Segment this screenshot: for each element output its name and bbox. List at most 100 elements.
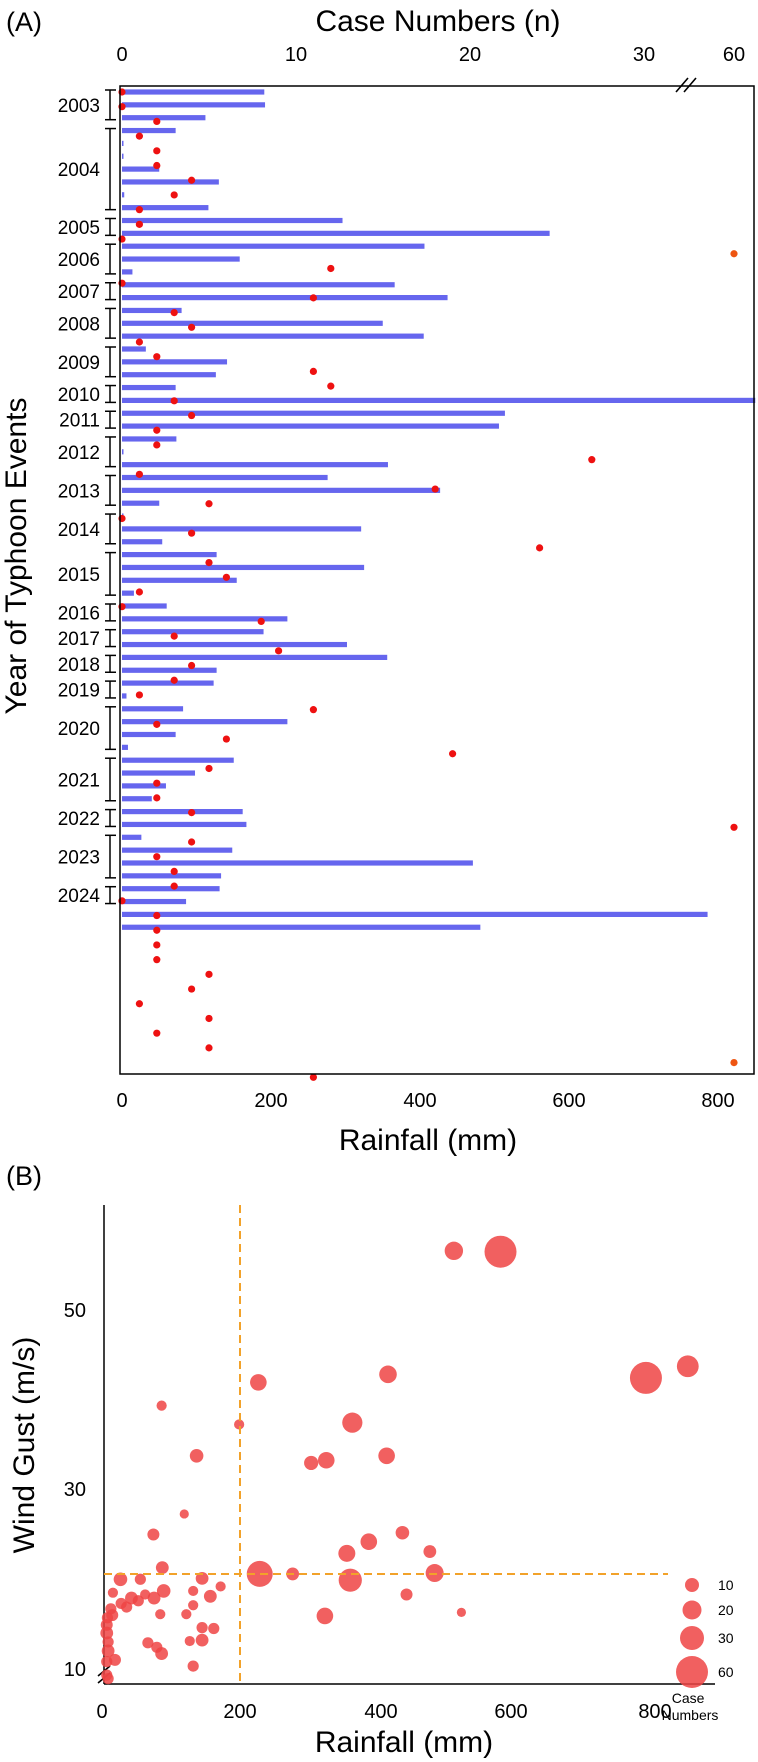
bubble-point: [246, 1560, 273, 1587]
bubble-point: [444, 1241, 464, 1261]
case-dot: [153, 147, 161, 155]
case-dot: [275, 647, 283, 655]
bubble-point: [156, 1584, 171, 1598]
bubble-point: [107, 1587, 119, 1598]
rainfall-bar: [122, 809, 243, 815]
bubble-point: [181, 1609, 192, 1620]
bubble-point: [113, 1572, 128, 1587]
rainfall-bar: [122, 140, 124, 146]
year-label: 2004: [58, 160, 101, 181]
bubble-point: [188, 1585, 199, 1597]
rainfall-bar: [122, 269, 133, 275]
case-dot: [170, 397, 178, 405]
rainfall-bar: [122, 153, 124, 159]
bubble-point: [156, 1400, 167, 1411]
case-dot: [222, 573, 230, 581]
case-dot: [257, 617, 265, 626]
rainfall-bar: [122, 744, 128, 750]
panel-b-x-tick: 800: [638, 1701, 671, 1723]
rainfall-bar: [122, 680, 214, 686]
year-bracket: [105, 680, 116, 699]
bubble-point: [317, 1451, 335, 1469]
panel-a-x-tick: 800: [701, 1090, 734, 1112]
year-bracket: [105, 89, 116, 121]
case-dot: [153, 779, 161, 787]
year-label: 2014: [58, 520, 101, 541]
case-dot: [153, 941, 161, 949]
case-dot: [135, 588, 143, 596]
year-bracket: [105, 474, 116, 506]
case-dot: [170, 882, 178, 890]
bubble-point: [189, 1448, 204, 1463]
bubble-point: [196, 1622, 208, 1634]
case-dot: [309, 294, 317, 302]
case-dot: [153, 161, 161, 170]
panel-a-year-groups: 2003 2004 2005 2006 2007 2008 2009 2010 2011 2012…: [58, 89, 116, 907]
case-dot: [135, 220, 143, 228]
case-dot: [188, 661, 196, 670]
case-dot: [170, 867, 178, 876]
panel-a-top-axis-title: Case Numbers (n): [315, 5, 560, 38]
rainfall-bar: [122, 924, 481, 930]
bubble-point: [378, 1447, 395, 1465]
case-dot: [188, 985, 196, 993]
rainfall-bar: [122, 898, 187, 905]
bubble-point: [250, 1374, 267, 1391]
rainfall-bar: [122, 487, 441, 493]
year-label: 2011: [59, 411, 100, 432]
rainfall-bar: [122, 860, 473, 866]
year-bracket: [105, 706, 116, 751]
case-dot: [135, 206, 143, 214]
case-dot: [170, 191, 178, 199]
year-bracket: [105, 384, 116, 404]
rainfall-bar: [122, 590, 134, 596]
panel-b-threshold-lines: [104, 1205, 668, 1684]
panel-a-top-axis: 0 10 20 30 60: [116, 44, 745, 93]
rainfall-bar: [122, 449, 124, 455]
bubble-point: [155, 1609, 166, 1620]
rainfall-bar: [122, 474, 328, 481]
year-bracket: [105, 603, 116, 622]
rainfall-bar: [122, 205, 209, 211]
panel-a-top-axis-break: [675, 77, 697, 93]
year-label: 2010: [58, 385, 100, 406]
bubble-point: [338, 1568, 362, 1592]
rainfall-bar: [122, 500, 160, 506]
year-bracket: [105, 282, 116, 301]
panel-b-x-tick: 600: [494, 1701, 527, 1723]
case-dot: [188, 529, 196, 537]
case-dot: [222, 735, 230, 743]
legend-bubble-60: [676, 1656, 708, 1688]
year-bracket: [105, 217, 116, 237]
bubble-point: [195, 1633, 209, 1647]
bubble-point: [100, 1626, 114, 1640]
case-dot: [188, 323, 196, 331]
case-dot: [730, 1058, 738, 1067]
panel-a-label: (A): [6, 7, 42, 37]
case-dot: [188, 176, 196, 184]
rainfall-bar: [122, 834, 142, 840]
rainfall-bar: [122, 783, 166, 789]
rainfall-bar: [122, 307, 182, 314]
year-bracket: [105, 834, 116, 879]
year-label: 2012: [58, 443, 100, 464]
year-label: 2005: [58, 218, 100, 239]
case-dot: [153, 956, 161, 964]
case-dot: [135, 132, 143, 140]
case-dot: [205, 500, 213, 508]
year-label: 2022: [58, 809, 100, 830]
case-dot: [205, 558, 213, 567]
panel-a-rainfall-bars: [122, 89, 756, 930]
rainfall-bar: [122, 667, 217, 673]
rainfall-bar: [122, 731, 176, 738]
bubble-point: [423, 1545, 437, 1558]
case-dot: [153, 926, 161, 934]
panel-b-x-tick: 400: [364, 1701, 397, 1723]
bubble-point: [155, 1561, 169, 1575]
bubble-point: [629, 1361, 662, 1394]
bubble-point: [147, 1591, 161, 1605]
legend-size-label: 10: [718, 1577, 734, 1593]
legend-bubble-30: [680, 1626, 704, 1650]
axis-break-mark: [675, 77, 689, 93]
rainfall-bar: [122, 526, 362, 532]
